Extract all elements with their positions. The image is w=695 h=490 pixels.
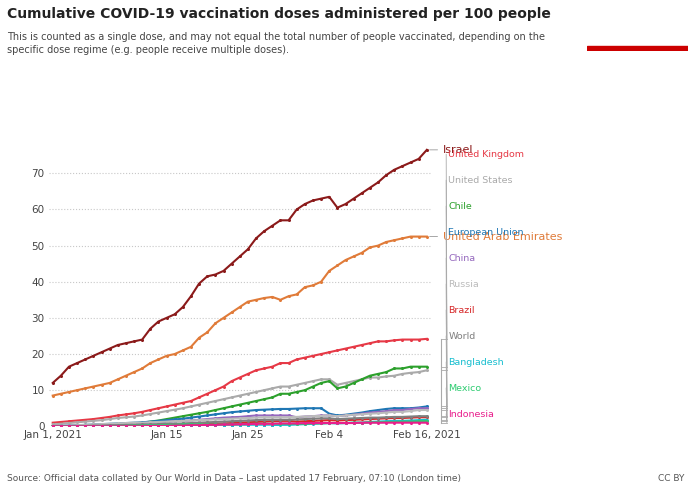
Text: Bangladesh: Bangladesh [448, 358, 504, 367]
Text: CC BY: CC BY [658, 474, 685, 483]
Text: Israel: Israel [430, 145, 473, 155]
Text: in Data: in Data [619, 30, 656, 39]
Text: World: World [448, 332, 475, 341]
Text: Indonesia: Indonesia [448, 410, 494, 418]
Bar [587, 46, 688, 51]
Text: Chile: Chile [448, 202, 472, 211]
Text: China: China [448, 254, 475, 263]
Text: This is counted as a single dose, and may not equal the total number of people v: This is counted as a single dose, and ma… [7, 32, 545, 55]
Text: Brazil: Brazil [448, 306, 475, 315]
Text: United Arab Emirates: United Arab Emirates [430, 232, 562, 242]
Text: Cumulative COVID-19 vaccination doses administered per 100 people: Cumulative COVID-19 vaccination doses ad… [7, 7, 551, 22]
Text: Our World: Our World [612, 15, 664, 24]
Text: Mexico: Mexico [448, 384, 482, 392]
Text: Source: Official data collated by Our World in Data – Last updated 17 February, : Source: Official data collated by Our Wo… [7, 474, 461, 483]
Text: European Union: European Union [448, 228, 524, 237]
Text: Russia: Russia [448, 280, 479, 289]
Text: United Kingdom: United Kingdom [448, 150, 524, 159]
Text: United States: United States [448, 176, 513, 185]
